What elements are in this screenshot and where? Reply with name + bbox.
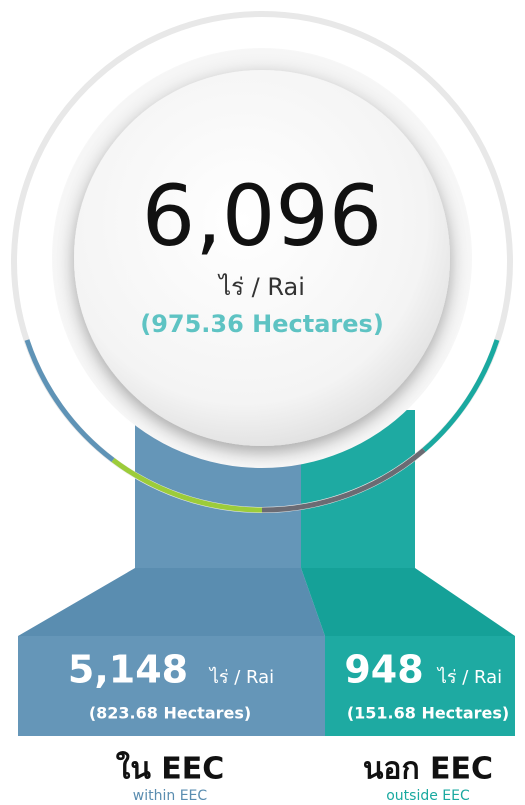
inside-label: ใน EEC [116, 751, 225, 787]
outside-sublabel: outside EEC [386, 788, 470, 804]
outside-hectares: (151.68 Hectares) [347, 704, 509, 723]
outside-unit: ไร่ / Rai [436, 666, 502, 688]
inside-unit: ไร่ / Rai [208, 666, 274, 688]
inside-hectares: (823.68 Hectares) [89, 704, 251, 723]
outside-box [325, 636, 515, 736]
inside-sublabel: within EEC [133, 788, 208, 804]
total-value: 6,096 [142, 167, 382, 265]
ring-accent [111, 458, 263, 513]
outside-funnel [301, 568, 515, 636]
ring-inside [24, 339, 115, 462]
disc [74, 70, 450, 446]
outside-label: นอก EEC [363, 752, 493, 787]
outside-value: 948 [344, 648, 423, 692]
total-hectares: (975.36 Hectares) [140, 310, 384, 338]
ring-gray [261, 448, 426, 513]
inside-box [18, 636, 325, 736]
total-unit: ไร่ / Rai [217, 273, 305, 301]
inside-funnel [18, 568, 325, 636]
ring-outside [422, 339, 500, 452]
inside-value: 5,148 [68, 648, 188, 692]
